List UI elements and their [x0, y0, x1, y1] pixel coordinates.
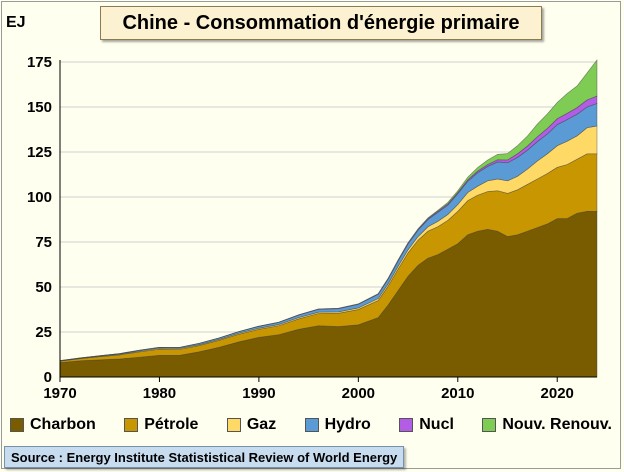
x-tick-label: 2000 — [342, 385, 375, 402]
source-note: Source : Energy Institute Statististical… — [4, 446, 405, 468]
x-tick-label: 1990 — [242, 385, 275, 402]
legend: Charbon Pétrole Gaz Hydro Nucl Nouv. Renouv. — [6, 412, 616, 438]
y-tick-label: 75 — [35, 234, 52, 251]
y-tick-label: 175 — [27, 54, 52, 71]
area-nouv-renouv — [59, 58, 598, 361]
y-tick-label: 125 — [27, 144, 52, 161]
legend-item: Pétrole — [124, 416, 198, 434]
legend-item: Gaz — [226, 416, 277, 434]
y-tick-label: 50 — [35, 279, 52, 296]
legend-item: Hydro — [304, 416, 371, 434]
legend-item: Nucl — [399, 416, 454, 434]
legend-label: Gaz — [246, 416, 277, 433]
legend-label: Nouv. Renouv. — [502, 416, 612, 433]
legend-swatch — [10, 418, 24, 432]
x-tick-label: 2020 — [541, 385, 574, 402]
x-tick-label: 1970 — [43, 385, 76, 402]
legend-swatch — [482, 418, 497, 432]
axis-layer: 0 25 50 75 100 125 150 175 1970 1980 1990 2000 2010 2… — [27, 54, 597, 402]
legend-label: Charbon — [30, 416, 96, 433]
legend-swatch — [124, 418, 139, 432]
legend-label: Pétrole — [144, 416, 199, 433]
legend-swatch — [304, 418, 319, 432]
y-axis-unit-label: EJ — [6, 14, 26, 31]
legend-label: Nucl — [419, 416, 454, 433]
legend-swatch — [399, 418, 414, 432]
legend-label: Hydro — [324, 416, 371, 433]
y-tick-label: 25 — [35, 324, 52, 341]
y-tick-label: 150 — [27, 99, 52, 116]
x-tick-label: 2010 — [441, 385, 474, 402]
area-layer — [59, 58, 598, 378]
chart-title: Chine - Consommation d'énergie primaire — [100, 6, 542, 40]
legend-swatch — [226, 418, 241, 432]
legend-item: Nouv. Renouv. — [482, 416, 612, 434]
legend-item: Charbon — [10, 416, 96, 434]
y-tick-label: 0 — [44, 369, 52, 386]
y-tick-label: 100 — [27, 189, 52, 206]
x-tick-label: 1980 — [143, 385, 176, 402]
